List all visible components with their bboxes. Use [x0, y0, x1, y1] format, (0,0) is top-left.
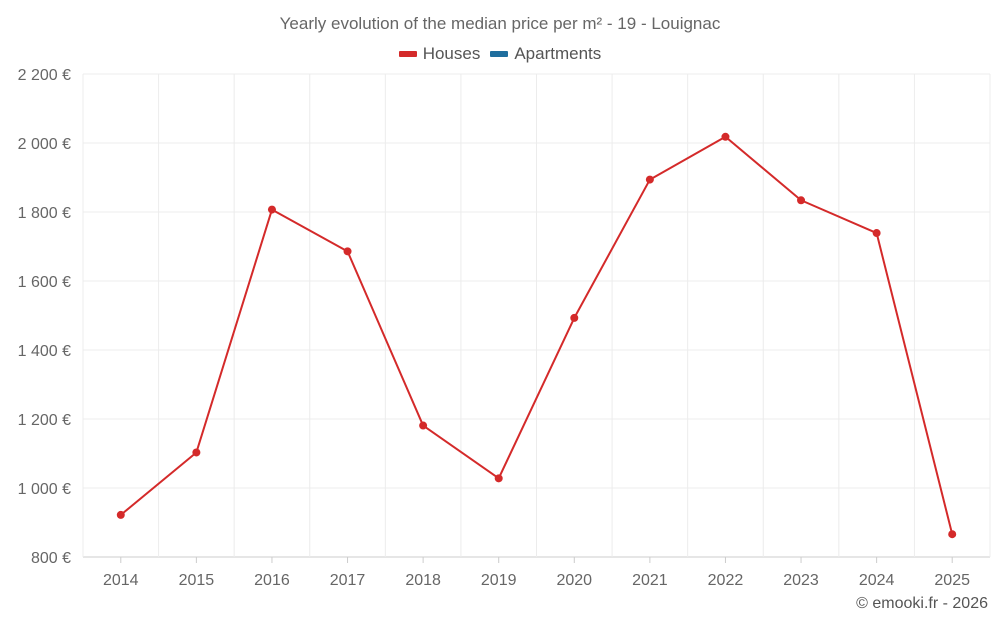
y-tick-label: 1 000 €: [18, 481, 71, 498]
x-tick-label: 2024: [859, 572, 895, 589]
chart-title: Yearly evolution of the median price per…: [279, 14, 721, 33]
x-tick-label: 2022: [708, 572, 744, 589]
legend-label-apartments: Apartments: [514, 44, 602, 63]
legend-swatch-houses: [398, 51, 417, 57]
data-point-houses: [116, 510, 125, 519]
y-tick-label: 1 800 €: [18, 205, 71, 222]
legend-label-houses: Houses: [422, 44, 481, 63]
series-line-houses: [120, 135, 954, 535]
y-tick-label: 1 200 €: [18, 412, 71, 429]
y-tick-label: 800 €: [31, 550, 71, 567]
y-tick-label: 2 000 €: [18, 136, 71, 153]
legend-item-apartments[interactable]: Apartments: [490, 44, 601, 64]
y-tick-label: 2 200 €: [18, 67, 71, 84]
x-tick-label: 2015: [179, 572, 215, 589]
x-tick-label: 2014: [103, 572, 139, 589]
x-tick-label: 2018: [405, 572, 441, 589]
data-point-houses: [343, 247, 352, 256]
data-point-houses: [570, 313, 579, 322]
data-point-houses: [872, 229, 881, 238]
data-point-houses: [494, 474, 503, 483]
data-point-houses: [645, 175, 654, 184]
axis-layer: 800 € 1 000 € 1 200 € 1 400 € 1 600 € 1 800 €…: [18, 67, 970, 589]
legend: Houses Apartments: [0, 44, 1000, 64]
data-point-houses: [797, 196, 806, 205]
x-tick-label: 2023: [783, 572, 819, 589]
x-tick-label: 2019: [481, 572, 517, 589]
grid-layer: [82, 73, 991, 558]
x-tick-label: 2016: [254, 572, 290, 589]
x-tick-label: 2020: [556, 572, 592, 589]
x-tick-label: 2025: [934, 572, 970, 589]
data-point-houses: [419, 421, 428, 430]
legend-item-houses[interactable]: Houses: [398, 44, 481, 64]
y-tick-label: 1 400 €: [18, 343, 71, 360]
data-point-houses: [948, 530, 957, 539]
data-point-houses: [192, 448, 201, 457]
x-tick-label: 2017: [330, 572, 366, 589]
x-tick-label: 2021: [632, 572, 668, 589]
data-point-houses: [267, 205, 276, 214]
credit-text: © emooki.fr - 2026: [856, 595, 988, 612]
legend-swatch-apartments: [490, 51, 509, 57]
series-layer: [116, 132, 957, 539]
data-point-houses: [721, 132, 730, 141]
y-tick-label: 1 600 €: [18, 274, 71, 291]
